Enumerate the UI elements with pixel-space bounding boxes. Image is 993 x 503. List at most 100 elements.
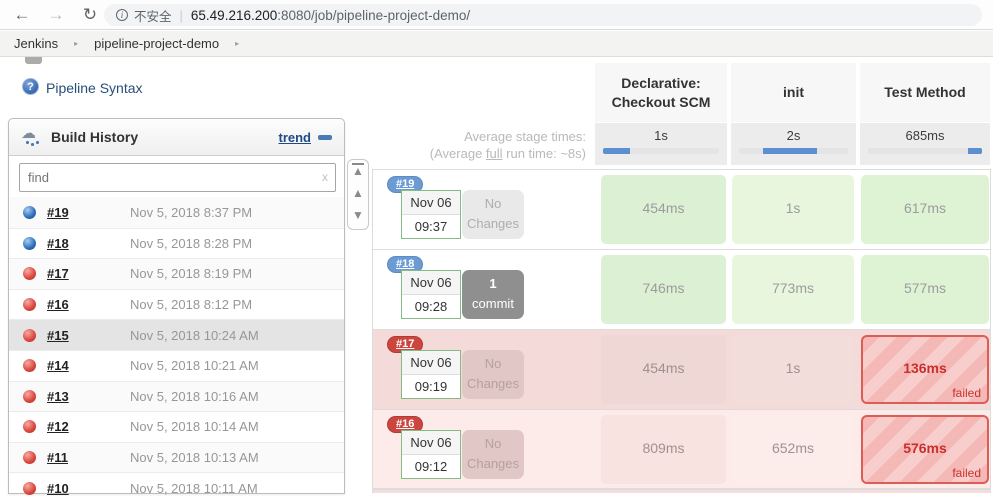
build-link[interactable]: #18 xyxy=(47,235,69,251)
build-status-ball-red xyxy=(23,451,36,465)
stage-cell[interactable]: 652ms xyxy=(732,415,854,484)
average-cell: 685ms xyxy=(860,123,990,165)
build-link[interactable]: #17 xyxy=(47,266,69,282)
build-history-row-selected[interactable]: #15 Nov 5, 2018 10:24 AM xyxy=(9,319,344,350)
average-stage-times-label: Average stage times: (Average full run t… xyxy=(429,129,586,161)
build-link[interactable]: #12 xyxy=(47,419,69,435)
stage-cell-failed[interactable]: 136ms failed xyxy=(861,335,989,404)
build-history-row[interactable]: #19 Nov 5, 2018 8:37 PM xyxy=(9,197,344,228)
build-link[interactable]: #13 xyxy=(47,388,69,404)
build-date: Nov 5, 2018 8:12 PM xyxy=(130,297,253,313)
history-scroll-widget: ▲ ▲ ▼ xyxy=(347,159,369,230)
stage-row-partial xyxy=(372,489,991,493)
stage-time-bar xyxy=(603,148,719,154)
breadcrumb-jenkins[interactable]: Jenkins xyxy=(14,36,59,51)
commit-box[interactable]: 1 commit xyxy=(462,270,524,319)
build-history-title: Build History xyxy=(51,129,139,145)
build-datetime[interactable]: Nov 06 09:28 xyxy=(401,270,461,319)
search-input[interactable] xyxy=(19,163,336,192)
breadcrumb-project[interactable]: pipeline-project-demo xyxy=(94,36,220,51)
stage-cell[interactable]: 454ms xyxy=(601,175,726,244)
stage-cell[interactable]: 773ms xyxy=(732,255,854,324)
scroll-to-top-icon[interactable]: ▲ xyxy=(352,163,364,178)
stage-row-failed: #17 Nov 06 09:19 No Changes 454ms 1s 136… xyxy=(372,329,991,409)
stage-cell[interactable]: 1s xyxy=(732,175,854,244)
full-run-link[interactable]: full xyxy=(485,146,503,161)
average-cell: 2s xyxy=(731,123,856,165)
build-status-ball-red xyxy=(23,420,36,434)
info-icon[interactable]: i xyxy=(116,9,128,21)
stage-row: #18 Nov 06 09:28 1 commit 746ms 773ms 57… xyxy=(372,249,991,329)
average-cell: 1s xyxy=(595,123,727,165)
build-datetime[interactable]: Nov 06 09:12 xyxy=(401,430,461,479)
build-history-row[interactable]: #12 Nov 5, 2018 10:14 AM xyxy=(9,411,344,442)
breadcrumb-separator-icon: ▸ xyxy=(74,39,79,48)
build-history-row[interactable]: #10 Nov 5, 2018 10:11 AM xyxy=(9,472,344,503)
back-icon[interactable]: ← xyxy=(13,5,31,24)
build-date: Nov 5, 2018 8:37 PM xyxy=(130,204,253,220)
build-datetime[interactable]: Nov 06 09:19 xyxy=(401,350,461,399)
stage-column-header: Declarative: Checkout SCM xyxy=(595,63,727,122)
build-history-list: #19 Nov 5, 2018 8:37 PM #18 Nov 5, 2018 … xyxy=(9,197,344,503)
build-status-ball-blue xyxy=(23,205,36,219)
trend-link[interactable]: trend xyxy=(278,129,312,145)
stage-cell[interactable]: 577ms xyxy=(861,255,989,324)
url-separator: | xyxy=(179,7,183,23)
url-host: 65.49.216.200 xyxy=(190,7,278,23)
build-link[interactable]: #10 xyxy=(47,480,69,496)
stage-cell[interactable]: 809ms xyxy=(601,415,726,484)
average-value: 2s xyxy=(786,128,801,143)
build-link[interactable]: #11 xyxy=(47,450,68,466)
build-status-ball-blue xyxy=(23,236,36,250)
forward-icon[interactable]: → xyxy=(47,5,65,24)
stage-cell[interactable]: 746ms xyxy=(601,255,726,324)
build-history-header: ☁ Build History trend xyxy=(9,119,344,156)
browser-toolbar: ← → ↻ i 不安全 | 65.49.216.200 :8080/job/pi… xyxy=(0,0,993,30)
changes-box[interactable]: No Changes xyxy=(462,350,524,399)
changes-box[interactable]: No Changes xyxy=(462,190,524,239)
changes-box[interactable]: No Changes xyxy=(462,430,524,479)
build-history-row[interactable]: #16 Nov 5, 2018 8:12 PM xyxy=(9,288,344,320)
build-status-ball-red xyxy=(23,389,36,403)
breadcrumb: Jenkins ▸ pipeline-project-demo ▸ xyxy=(0,31,993,57)
average-value: 685ms xyxy=(905,128,945,143)
stage-cell-failed[interactable]: 576ms failed xyxy=(861,415,989,484)
build-history-row[interactable]: #17 Nov 5, 2018 8:19 PM xyxy=(9,258,344,289)
stage-column-header: init xyxy=(731,63,856,122)
scroll-down-icon[interactable]: ▼ xyxy=(352,208,364,222)
scroll-up-icon[interactable]: ▲ xyxy=(352,186,364,200)
stage-time-bar xyxy=(868,148,982,154)
stage-cell[interactable]: 617ms xyxy=(861,175,989,244)
weather-rain-icon: ☁ xyxy=(21,125,36,144)
trend-dash-icon[interactable] xyxy=(318,134,332,140)
build-history-row[interactable]: #11 Nov 5, 2018 10:13 AM xyxy=(9,441,344,473)
build-history-row[interactable]: #18 Nov 5, 2018 8:28 PM xyxy=(9,227,344,259)
pipeline-syntax-link[interactable]: Pipeline Syntax xyxy=(46,80,143,96)
stage-column-header: Test Method xyxy=(860,63,990,122)
build-datetime[interactable]: Nov 06 09:37 xyxy=(401,190,461,239)
build-link[interactable]: #19 xyxy=(47,204,69,220)
clipped-element xyxy=(25,57,42,64)
build-link[interactable]: #14 xyxy=(47,358,69,374)
build-date: Nov 5, 2018 10:14 AM xyxy=(130,419,259,435)
stage-cell[interactable]: 454ms xyxy=(601,335,726,404)
build-history-row[interactable]: #13 Nov 5, 2018 10:16 AM xyxy=(9,380,344,412)
build-date: Nov 5, 2018 10:24 AM xyxy=(130,327,259,343)
stage-cell[interactable]: 1s xyxy=(732,335,854,404)
build-date: Nov 5, 2018 8:28 PM xyxy=(130,235,253,251)
build-status-ball-red xyxy=(23,481,36,495)
failed-label: failed xyxy=(952,386,981,400)
build-date: Nov 5, 2018 10:21 AM xyxy=(130,358,259,374)
help-icon[interactable]: ? xyxy=(22,78,39,95)
build-history-row[interactable]: #14 Nov 5, 2018 10:21 AM xyxy=(9,349,344,381)
clear-search-icon[interactable]: x xyxy=(322,170,328,184)
build-link[interactable]: #15 xyxy=(47,327,69,343)
reload-icon[interactable]: ↻ xyxy=(82,5,98,24)
build-status-ball-red xyxy=(23,267,36,281)
build-date: Nov 5, 2018 10:11 AM xyxy=(130,480,258,496)
address-bar[interactable]: i 不安全 | 65.49.216.200 :8080/job/pipeline… xyxy=(104,4,982,26)
build-link[interactable]: #16 xyxy=(47,297,69,313)
security-label: 不安全 xyxy=(134,9,172,24)
average-value: 1s xyxy=(654,128,668,143)
build-date: Nov 5, 2018 8:19 PM xyxy=(130,266,253,282)
